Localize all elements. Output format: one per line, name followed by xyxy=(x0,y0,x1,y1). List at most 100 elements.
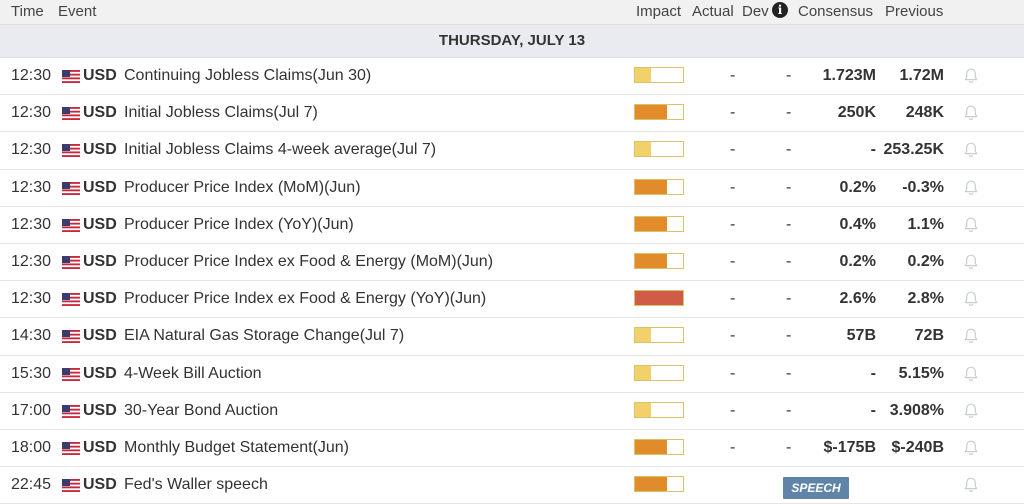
bell-icon[interactable] xyxy=(962,104,980,122)
impact-fill xyxy=(635,179,668,194)
header-actual: Actual xyxy=(692,3,734,20)
event-name[interactable]: EIA Natural Gas Storage Change(Jul 7) xyxy=(124,327,405,345)
event-currency: USD xyxy=(83,215,117,233)
bell-icon[interactable] xyxy=(962,402,980,420)
event-consensus: 250K xyxy=(837,104,876,122)
us-flag-icon xyxy=(62,404,80,418)
event-time: 14:30 xyxy=(11,327,52,345)
event-time: 12:30 xyxy=(11,178,52,196)
event-row[interactable]: 17:00 USD 30-Year Bond Auction - - - 3.9… xyxy=(0,393,1024,430)
impact-fill xyxy=(635,402,651,417)
header-consensus: Consensus xyxy=(798,3,874,20)
event-time: 12:30 xyxy=(11,67,52,84)
impact-fill xyxy=(635,142,651,157)
event-name[interactable]: Monthly Budget Statement(Jun) xyxy=(124,438,350,456)
event-row[interactable]: 14:30 USD EIA Natural Gas Storage Change… xyxy=(0,318,1024,356)
event-actual: - xyxy=(730,67,736,84)
event-name[interactable]: Producer Price Index ex Food & Energy (Y… xyxy=(124,290,487,308)
bell-icon[interactable] xyxy=(962,216,980,234)
us-flag-icon xyxy=(62,293,80,307)
impact-bar xyxy=(634,438,684,455)
event-previous: 253.25K xyxy=(883,141,945,159)
event-name[interactable]: 4-Week Bill Auction xyxy=(124,364,262,382)
bell-icon[interactable] xyxy=(962,253,980,271)
bell-icon[interactable] xyxy=(962,365,980,383)
event-currency: USD xyxy=(83,438,117,456)
event-actual: - xyxy=(730,252,736,270)
event-dev: - xyxy=(786,104,792,122)
event-currency: USD xyxy=(83,252,117,270)
event-consensus: - xyxy=(870,141,876,159)
event-currency: USD xyxy=(83,401,117,419)
us-flag-icon xyxy=(62,441,80,455)
event-currency: USD xyxy=(83,364,117,382)
bell-icon[interactable] xyxy=(962,67,980,85)
speech-badge: SPEECH xyxy=(783,477,849,500)
impact-bar xyxy=(634,141,684,158)
event-name[interactable]: Continuing Jobless Claims(Jun 30) xyxy=(124,67,372,84)
event-currency: USD xyxy=(83,67,117,84)
us-flag-icon xyxy=(62,255,80,269)
event-row[interactable]: 12:30 USD Producer Price Index (YoY)(Jun… xyxy=(0,207,1024,244)
event-previous: 72B xyxy=(914,327,944,345)
event-dev: - xyxy=(786,178,792,196)
event-row[interactable]: 12:30 USD Initial Jobless Claims(Jul 7) … xyxy=(0,95,1024,133)
event-dev: - xyxy=(786,290,792,308)
event-currency: USD xyxy=(83,476,117,494)
us-flag-icon xyxy=(62,70,80,83)
impact-fill xyxy=(635,253,668,268)
impact-bar xyxy=(634,67,684,83)
bell-icon[interactable] xyxy=(962,290,980,308)
event-previous: 5.15% xyxy=(898,364,944,382)
event-row[interactable]: 12:30 USD Initial Jobless Claims 4-week … xyxy=(0,132,1024,170)
impact-fill xyxy=(635,291,683,306)
info-icon[interactable]: i xyxy=(772,2,788,18)
event-name[interactable]: Initial Jobless Claims 4-week average(Ju… xyxy=(124,141,437,159)
event-name[interactable]: Fed's Waller speech xyxy=(124,476,268,494)
date-label: THURSDAY, JULY 13 xyxy=(438,32,586,49)
impact-fill xyxy=(635,105,668,120)
event-name[interactable]: Initial Jobless Claims(Jul 7) xyxy=(124,104,318,122)
impact-fill xyxy=(635,328,651,343)
event-row[interactable]: 15:30 USD 4-Week Bill Auction - - - 5.15… xyxy=(0,356,1024,393)
event-time: 15:30 xyxy=(11,364,52,382)
header-dev: Dev xyxy=(742,3,769,20)
event-name[interactable]: Producer Price Index (MoM)(Jun) xyxy=(124,178,361,196)
event-name[interactable]: Producer Price Index ex Food & Energy (M… xyxy=(124,252,494,270)
impact-fill xyxy=(635,68,651,82)
bell-icon[interactable] xyxy=(962,327,980,345)
event-name[interactable]: 30-Year Bond Auction xyxy=(124,401,279,419)
event-consensus: 1.723M xyxy=(822,67,876,84)
event-name[interactable]: Producer Price Index (YoY)(Jun) xyxy=(124,215,354,233)
bell-icon[interactable] xyxy=(962,141,980,159)
event-actual: - xyxy=(730,290,736,308)
impact-bar xyxy=(634,178,684,195)
event-row[interactable]: 18:00 USD Monthly Budget Statement(Jun) … xyxy=(0,430,1024,468)
impact-bar xyxy=(634,290,684,307)
event-row[interactable]: 22:45 USD Fed's Waller speech SPEECH xyxy=(0,467,1024,504)
event-dev: - xyxy=(786,215,792,233)
date-separator: THURSDAY, JULY 13 xyxy=(0,24,1024,58)
bell-icon[interactable] xyxy=(962,439,980,457)
header-impact: Impact xyxy=(636,3,682,20)
event-consensus: - xyxy=(870,401,876,419)
event-time: 12:30 xyxy=(11,215,52,233)
impact-fill xyxy=(635,216,668,231)
event-row[interactable]: 12:30 USD Producer Price Index ex Food &… xyxy=(0,281,1024,319)
table-header: Time Event Impact Actual Dev i Consensus… xyxy=(0,0,1024,24)
impact-fill xyxy=(635,439,668,454)
event-row[interactable]: 12:30 USD Continuing Jobless Claims(Jun … xyxy=(0,58,1024,96)
bell-icon[interactable] xyxy=(962,476,980,494)
impact-bar xyxy=(634,476,684,493)
event-consensus: - xyxy=(870,364,876,382)
event-previous: 1.1% xyxy=(907,215,944,233)
event-dev: - xyxy=(786,438,792,456)
bell-icon[interactable] xyxy=(962,179,980,197)
us-flag-icon xyxy=(62,107,80,121)
event-previous: 0.2% xyxy=(907,252,944,270)
impact-bar xyxy=(634,364,684,381)
us-flag-icon xyxy=(62,479,80,493)
impact-bar xyxy=(634,104,684,121)
event-row[interactable]: 12:30 USD Producer Price Index (MoM)(Jun… xyxy=(0,170,1024,207)
event-row[interactable]: 12:30 USD Producer Price Index ex Food &… xyxy=(0,244,1024,282)
